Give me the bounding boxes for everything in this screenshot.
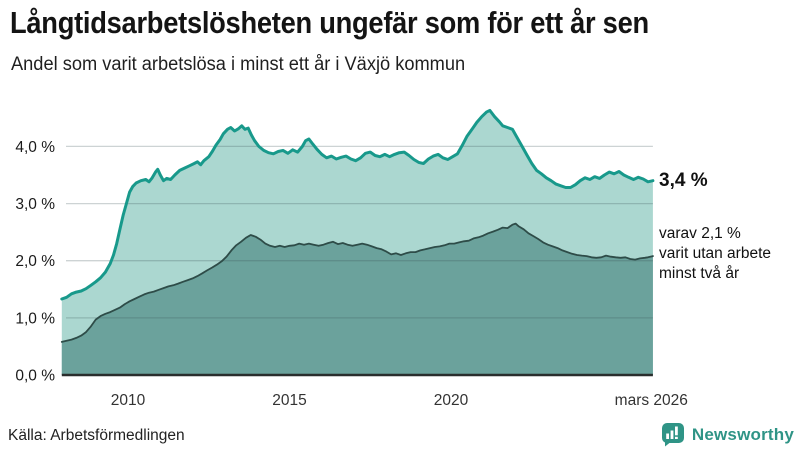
y-tick-label: 1,0 % (15, 310, 55, 327)
x-tick-label: 2010 (111, 392, 146, 409)
series-line-total (60, 108, 655, 301)
page-title: Långtidsarbetslösheten ungefär som för e… (10, 5, 649, 40)
x-tick-label: 2020 (434, 392, 469, 409)
total-value-annotation: 3,4 % (659, 170, 708, 191)
speech-bubble-tail (664, 440, 672, 447)
x-tick-label: 2015 (272, 392, 306, 409)
two-years-annotation-line: varit utan arbete (659, 245, 772, 262)
page-subtitle: Andel som varit arbetslösa i minst ett å… (11, 54, 466, 75)
exclamation-dot (674, 436, 678, 439)
bar-medium (670, 430, 674, 439)
y-tick-label: 2,0 % (15, 253, 55, 270)
x-tick-label: mars 2026 (615, 392, 688, 409)
two-years-annotation-line: minst två år (659, 265, 740, 282)
bar-chart-speech-bubble-icon (661, 423, 684, 447)
two-years-annotation: varav 2,1 % varit utan arbete minst två … (659, 224, 771, 284)
two-years-annotation-line: varav 2,1 % (659, 225, 741, 242)
newsworthy-wordmark: Newsworthy (691, 424, 794, 444)
series-line-two_years (60, 222, 654, 343)
source-note: Källa: Arbetsförmedlingen (8, 427, 185, 444)
bar-tall (674, 426, 678, 436)
y-tick-label: 0,0 % (15, 368, 55, 385)
series-area-two_years (61, 223, 653, 375)
newsworthy-logo: Newsworthy (661, 422, 794, 447)
y-tick-label: 4,0 % (15, 139, 55, 156)
y-tick-label: 3,0 % (15, 196, 55, 213)
bar-short (666, 433, 669, 439)
